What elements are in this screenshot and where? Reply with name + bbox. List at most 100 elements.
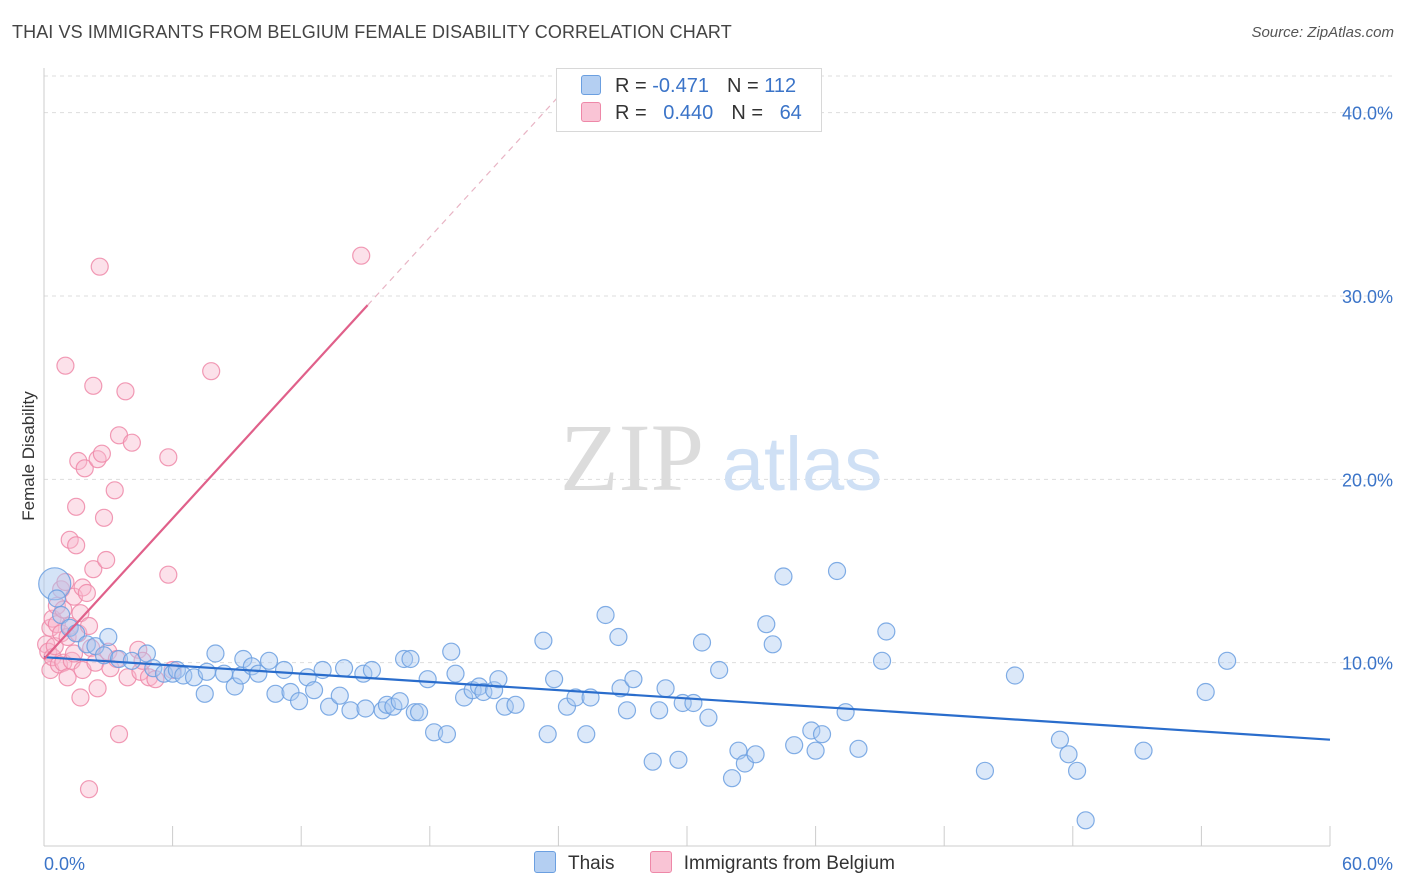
bottom-legend-belgium: Immigrants from Belgium [649, 851, 895, 875]
thais-point [437, 725, 457, 744]
belgium-point [116, 382, 135, 401]
thais-point [94, 646, 114, 665]
trend-line-belgium-extension [367, 75, 578, 306]
legend-n-value-thais: 112 [764, 75, 797, 97]
x-tick-label: 60.0% [1342, 854, 1393, 874]
thais-point [849, 739, 868, 758]
belgium-point [75, 459, 94, 478]
bottom-legend: Thais Immigrants from Belgium [534, 851, 925, 875]
belgium-point [94, 508, 114, 527]
thais-point [274, 660, 294, 680]
thais-point [643, 752, 662, 771]
belgium-point [159, 448, 178, 467]
trend-lines [43, 75, 1331, 741]
legend-n-value-belgium: 64 [779, 102, 802, 124]
bottom-legend-swatch-thais [534, 851, 556, 873]
thais-point [1067, 761, 1087, 780]
gridlines [44, 75, 1392, 664]
bottom-legend-label-thais: Thais [568, 853, 615, 874]
thais-point [534, 631, 553, 650]
legend-row-belgium: R = 0.440 N = 64 [581, 102, 802, 128]
y-tick-label: 20.0% [1342, 470, 1393, 490]
thais-point [206, 644, 225, 663]
thais-point [1050, 730, 1070, 749]
belgium-point [69, 451, 88, 471]
thais-point [289, 692, 309, 711]
bottom-legend-thais: Thais [534, 851, 614, 875]
thais-point [692, 633, 712, 652]
legend-swatch-belgium [581, 102, 601, 122]
thais-point [566, 688, 585, 707]
thais-point [650, 701, 669, 720]
thais-point [802, 721, 821, 740]
thais-point [489, 670, 508, 689]
thais-point [225, 677, 244, 696]
thais-point [827, 561, 847, 581]
legend-n-label: N = [726, 75, 765, 97]
belgium-point [71, 688, 90, 707]
thais-point [624, 670, 643, 689]
thais-point [684, 693, 703, 713]
thais-point [506, 695, 525, 714]
thais-point [330, 686, 349, 705]
y-axis-label: Female Disability [19, 391, 38, 521]
belgium-point [88, 679, 107, 698]
y-tick-label: 10.0% [1342, 654, 1393, 674]
thais-point [757, 615, 776, 634]
thais-point [669, 750, 688, 769]
belgium-point [97, 550, 116, 570]
thais-point [99, 627, 118, 647]
thais-point [1059, 745, 1078, 764]
thais-point [699, 708, 718, 727]
legend-n-label: N = [731, 102, 769, 124]
thais-point [195, 684, 214, 703]
thais-point [611, 679, 630, 698]
tick-labels: 10.0% 20.0% 30.0% 40.0% 0.0% 60.0% [44, 104, 1393, 874]
series-thais-points [38, 561, 1237, 830]
thais-point [405, 703, 424, 722]
thais-point [545, 670, 564, 689]
belgium-point [67, 497, 86, 516]
thais-point [812, 725, 832, 744]
thais-point [249, 664, 268, 683]
legend-r-value-thais: -0.471 [652, 75, 709, 97]
axes [43, 68, 1331, 847]
belgium-point [92, 444, 111, 463]
bottom-legend-swatch-belgium [649, 851, 672, 873]
watermark-atlas: atlas [722, 422, 883, 507]
belgium-point [105, 481, 124, 500]
legend-swatch-thais [581, 75, 601, 95]
thais-point [722, 769, 742, 788]
thais-point [341, 701, 360, 720]
thais-point [319, 697, 339, 716]
legend-r-value-belgium: 0.440 [663, 102, 714, 124]
bottom-legend-label-belgium: Immigrants from Belgium [683, 853, 895, 874]
thais-point [1076, 811, 1095, 830]
thais-point [122, 651, 141, 670]
thais-point [362, 660, 382, 680]
y-tick-label: 30.0% [1342, 287, 1393, 307]
thais-point [418, 670, 437, 689]
thais-point [1218, 651, 1237, 670]
thais-point [806, 741, 825, 760]
belgium-point [84, 376, 103, 395]
belgium-point [71, 604, 90, 623]
thais-point [52, 605, 71, 625]
belgium-point [77, 583, 96, 603]
legend-row-thais: R = -0.471 N = 112 [581, 75, 796, 101]
belgium-point [159, 565, 178, 584]
thais-point [1196, 682, 1215, 702]
thais-point [836, 703, 855, 722]
y-tick-label: 40.0% [1342, 104, 1393, 124]
thais-point [1134, 741, 1153, 760]
legend-r-label: R = [615, 75, 653, 97]
thais-point [538, 725, 557, 744]
thais-point [401, 649, 420, 669]
thais-point [442, 642, 461, 661]
thais-point [266, 684, 285, 703]
belgium-point [122, 433, 141, 452]
thais-point [872, 651, 892, 670]
thais-point [577, 725, 596, 744]
belgium-point [67, 536, 86, 555]
